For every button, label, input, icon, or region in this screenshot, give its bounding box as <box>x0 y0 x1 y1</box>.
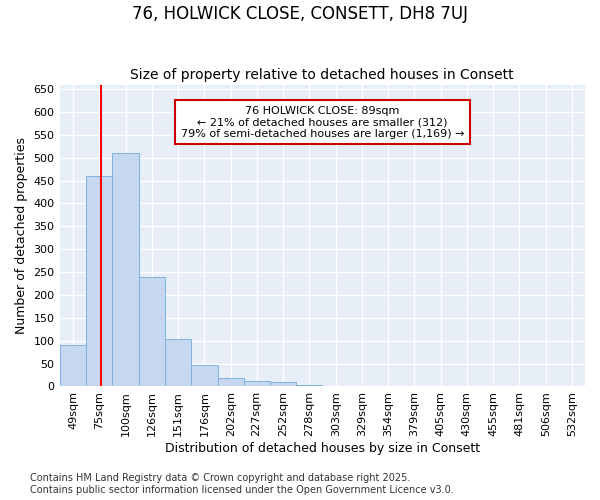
Bar <box>269 382 296 386</box>
Bar <box>165 340 191 386</box>
Text: 76 HOLWICK CLOSE: 89sqm
← 21% of detached houses are smaller (312)
79% of semi-d: 76 HOLWICK CLOSE: 89sqm ← 21% of detache… <box>181 106 464 139</box>
Text: Contains HM Land Registry data © Crown copyright and database right 2025.
Contai: Contains HM Land Registry data © Crown c… <box>30 474 454 495</box>
Bar <box>86 176 112 386</box>
X-axis label: Distribution of detached houses by size in Consett: Distribution of detached houses by size … <box>165 442 480 455</box>
Text: 76, HOLWICK CLOSE, CONSETT, DH8 7UJ: 76, HOLWICK CLOSE, CONSETT, DH8 7UJ <box>132 5 468 23</box>
Bar <box>244 381 269 386</box>
Title: Size of property relative to detached houses in Consett: Size of property relative to detached ho… <box>130 68 514 82</box>
Bar <box>112 153 139 386</box>
Bar <box>191 365 218 386</box>
Bar <box>218 378 244 386</box>
Bar <box>59 346 86 387</box>
Y-axis label: Number of detached properties: Number of detached properties <box>15 137 28 334</box>
Bar <box>139 276 165 386</box>
Bar <box>296 385 322 386</box>
